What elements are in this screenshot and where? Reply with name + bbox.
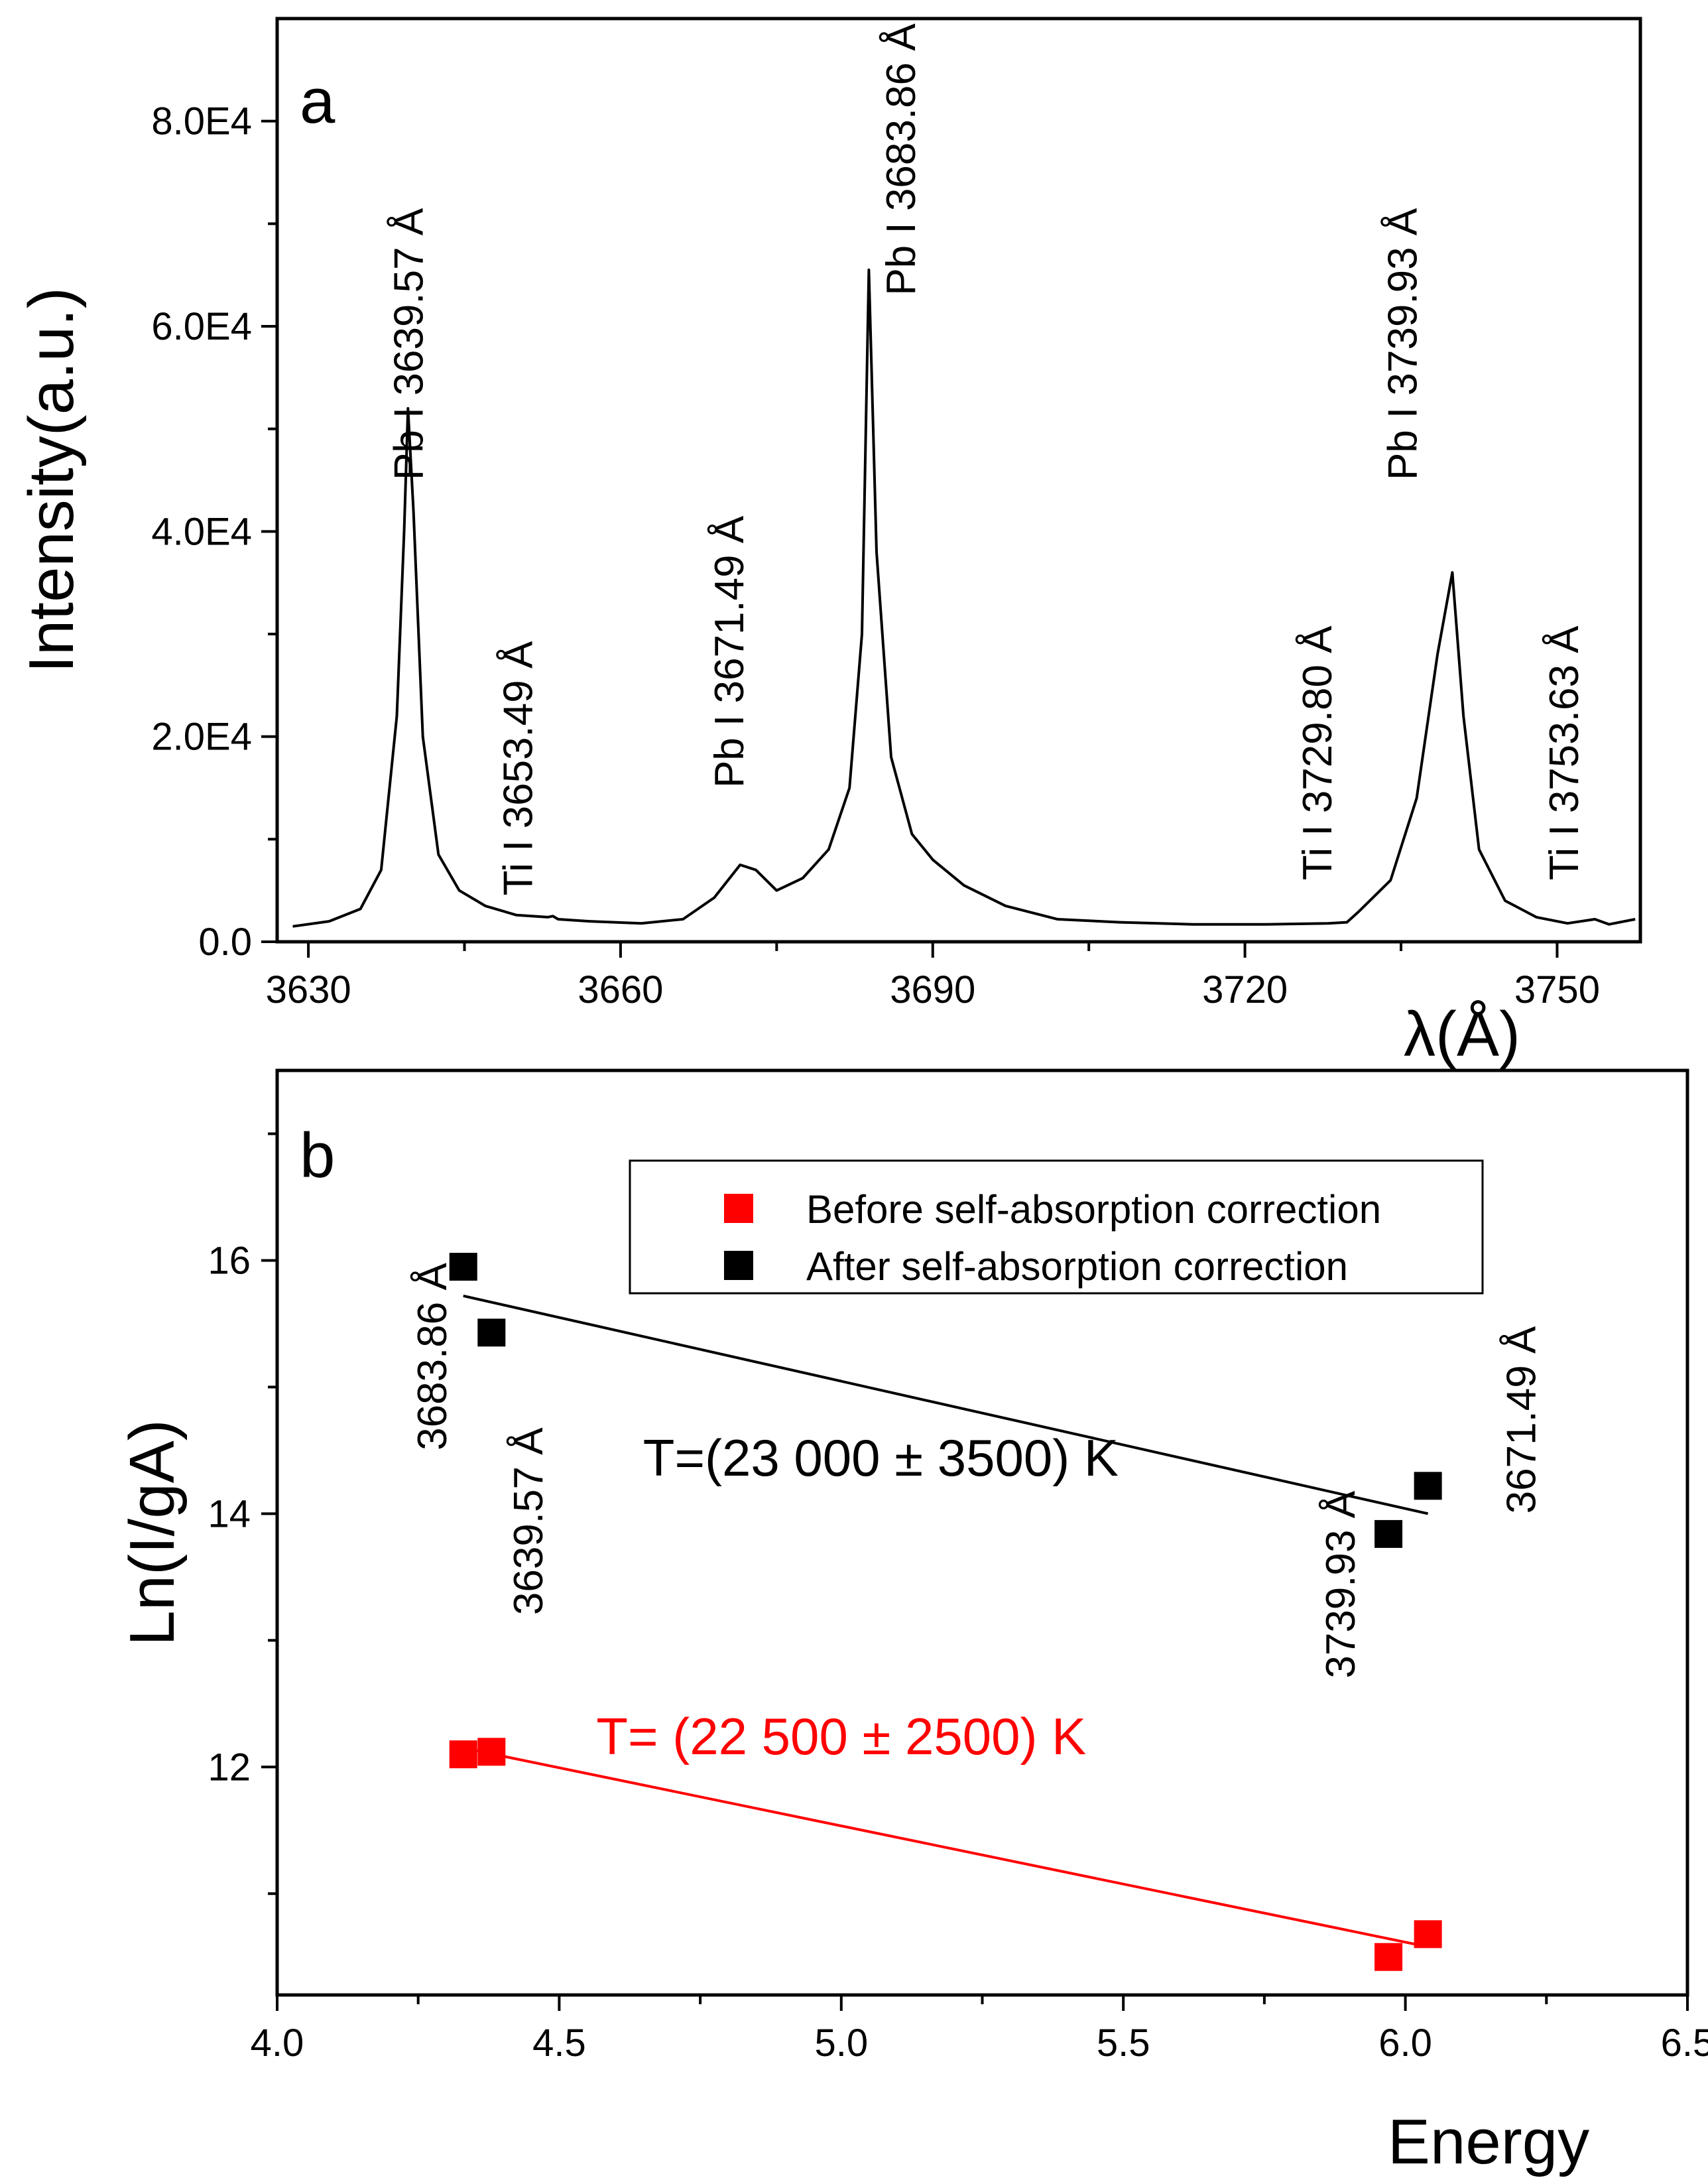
legend-frame [629, 1159, 1484, 1295]
legend-b: Before self-absorption correction After s… [629, 1159, 1484, 1295]
x-axis-title-b: Energy [1388, 2106, 1589, 2177]
after-correction-point [1414, 1472, 1442, 1500]
x-tick-label-b: 5.0 [814, 2021, 868, 2065]
x-tick-label-a: 3630 [266, 968, 351, 1011]
y-tick-label-a: 4.0E4 [151, 510, 252, 553]
before-correction-point [449, 1740, 477, 1769]
wavelength-point-label: 3671.49 Å [1498, 1326, 1544, 1513]
y-axis-title-b: Ln(I/gA) [117, 1419, 188, 1645]
legend-entry: Before self-absorption correction [806, 1187, 1381, 1232]
x-axis-title-a: λ(Å) [1404, 999, 1520, 1070]
panel-a-spectrum-chart: 3630 3660 3690 3720 3750 0.0 2.0E4 4.0E4 6.0E4 8.… [16, 17, 1642, 1070]
y-tick-label-a: 6.0E4 [151, 305, 252, 348]
after-correction-point [1374, 1519, 1403, 1548]
after-correction-point [477, 1318, 506, 1347]
peak-label-a: Pb I 3671.49 Å [707, 515, 753, 788]
before-correction-point [1374, 1943, 1403, 1971]
peak-label-a: Ti I 3753.63 Å [1542, 625, 1587, 880]
panel-label-b: b [300, 1120, 335, 1191]
x-tick-label-a: 3660 [578, 968, 663, 1011]
panel-b-boltzmann-plot: 4.0 4.5 5.0 5.5 6.0 6.5 12 14 16 3683.86 Å 3639.57… [117, 1068, 1708, 2177]
y-tick-label-b: 12 [208, 1746, 251, 1789]
peak-label-a: Pb I 3739.93 Å [1380, 208, 1426, 480]
x-tick-label-a: 3720 [1202, 968, 1288, 1011]
legend-marker [724, 1194, 753, 1223]
before-correction-point [1414, 1920, 1442, 1949]
fit-line-b [463, 1746, 1429, 1949]
temperature-fit-label: T=(23 000 ± 3500) K [643, 1429, 1119, 1487]
y-tick-label-b: 16 [208, 1239, 251, 1282]
y-tick-label-b: 14 [208, 1492, 251, 1535]
wavelength-point-label: 3683.86 Å [410, 1263, 456, 1450]
fit-line-b [463, 1294, 1429, 1515]
temperature-fit-label: T= (22 500 ± 2500) K [596, 1707, 1086, 1765]
before-correction-point [477, 1738, 506, 1766]
wavelength-point-label: 3639.57 Å [506, 1427, 552, 1615]
y-axis-title-a: Intensity(a.u.) [16, 287, 87, 673]
legend-marker [724, 1251, 753, 1280]
x-tick-label-b: 4.5 [532, 2021, 586, 2065]
x-tick-label-a: 3750 [1514, 968, 1600, 1011]
panel-label-a: a [300, 66, 336, 137]
legend-entry: After self-absorption correction [806, 1244, 1348, 1289]
y-tick-label-a: 8.0E4 [151, 100, 252, 143]
x-tick-label-a: 3690 [890, 968, 975, 1011]
x-tick-label-b: 4.0 [251, 2021, 304, 2065]
x-tick-label-b: 6.0 [1378, 2021, 1432, 2065]
x-tick-label-b: 5.5 [1097, 2021, 1150, 2065]
peak-label-a: Ti I 3653.49 Å [496, 641, 542, 895]
spectrum-line [292, 268, 1636, 928]
peak-label-a: Pb I 3683.86 Å [879, 23, 924, 296]
peak-label-a: Pb I 3639.57 Å [387, 208, 432, 480]
peak-label-a: Ti I 3729.80 Å [1295, 625, 1341, 880]
y-tick-label-a: 0.0 [198, 921, 252, 964]
after-correction-point [449, 1252, 477, 1281]
plot-frame-a [275, 17, 1642, 944]
x-tick-label-b: 6.5 [1661, 2021, 1708, 2065]
y-tick-label-a: 2.0E4 [151, 716, 252, 759]
wavelength-point-label: 3739.93 Å [1318, 1490, 1364, 1678]
